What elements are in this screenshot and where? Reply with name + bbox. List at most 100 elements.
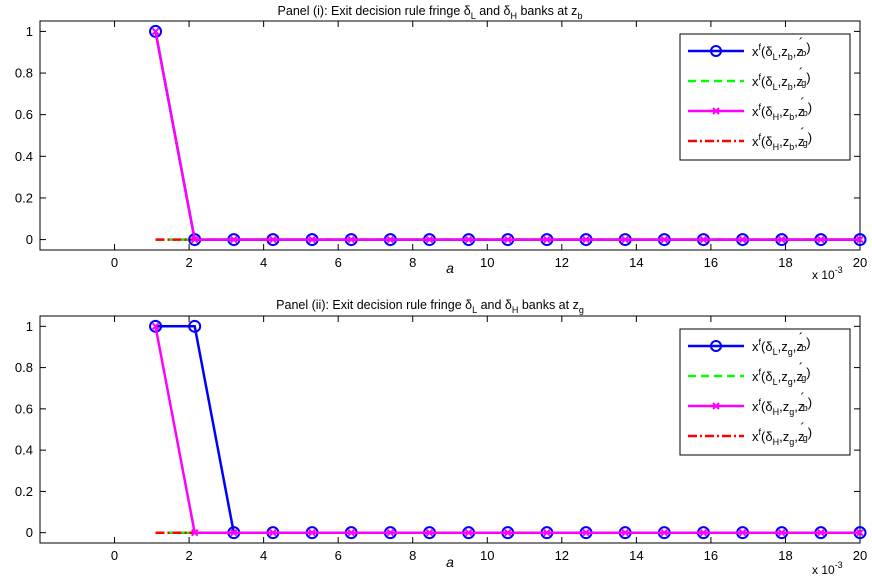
panel-ii: Panel (ii): Exit decision rule fringe δL… [15,298,867,577]
y-tick-label: 1 [26,319,33,334]
y-tick-label: 0 [26,232,33,247]
data-point [738,528,747,537]
y-tick-label: 0.4 [15,443,33,458]
legend-item: xf(δL,zb,z´ b) [688,35,811,62]
legend-label: xf(δL,zg,z´ b) [752,330,811,357]
data-point [817,235,825,244]
series-layer [149,319,867,540]
data-point [347,235,355,244]
x-tick-label: 0 [111,255,118,270]
legend-label: xf(δL,zb,z´ g) [752,65,811,92]
legend-item: xf(δL,zg,z´ b) [688,330,811,357]
data-point [151,322,160,331]
x-tick-label: 6 [335,255,342,270]
data-point [504,528,512,537]
data-point [699,528,708,537]
x-tick-label: 14 [629,255,643,270]
data-point [308,528,316,537]
x-tick-label: 10 [480,548,494,563]
x-tick-label: 14 [629,548,643,563]
data-point [582,528,590,537]
x-scale-label: x 10-3 [812,265,843,282]
x-axis-label: a [446,554,454,570]
y-tick-label: 1 [26,24,33,39]
y-tick-label: 0.8 [15,360,33,375]
data-point [308,235,316,244]
legend: xf(δL,zb,z´ b) xf(δL,zb,z´ g) xf(δH,zb,z´ b) x… [679,33,851,161]
y-tick-label: 0.8 [15,66,33,81]
legend-item: xf(δH,zb,z´ g) [688,125,812,152]
data-point [190,528,199,537]
x-tick-label: 16 [704,548,718,563]
data-point [386,528,395,537]
data-point [151,27,160,36]
x-scale-label: x 10-3 [812,560,843,577]
x-tick-label: 4 [260,548,267,563]
data-point [188,319,202,333]
legend-marker [712,107,720,115]
data-point [856,235,864,244]
legend-box [679,328,851,456]
data-point [856,528,864,537]
x-tick-label: 20 [853,548,867,563]
x-tick-label: 8 [409,255,416,270]
x-tick-label: 20 [853,255,867,270]
data-point [543,235,551,244]
legend-marker [712,402,720,410]
legend-item: xf(δH,zg,z´ b) [688,390,812,417]
data-point [504,235,512,244]
data-point [778,528,786,537]
legend-label: xf(δH,zg,z´ b) [752,390,812,417]
x-tick-label: 10 [480,255,494,270]
data-point [778,235,786,244]
data-point [817,528,825,537]
data-point [190,235,199,244]
data-point [464,528,473,537]
x-axis-label: a [446,260,454,276]
panel-title: Panel (i): Exit decision rule fringe δL … [278,4,583,21]
x-tick-label: 18 [778,255,792,270]
x-tick-label: 2 [185,548,192,563]
y-tick-label: 0.2 [15,484,33,499]
y-tick-label: 0.4 [15,149,33,164]
axis-ticks: 0 2 4 6 8 10 12 14 16 18 20 0 0.2 0.4 0.6 0.8 1 [15,316,867,563]
data-point [425,528,434,537]
y-tick-label: 0 [26,525,33,540]
x-tick-label: 18 [778,548,792,563]
data-point [582,235,590,244]
x-tick-label: 4 [260,255,267,270]
legend-marker [710,340,722,352]
data-point [347,528,355,537]
panel-title: Panel (ii): Exit decision rule fringe δL… [276,298,584,315]
data-point [621,528,629,537]
data-point [699,235,708,244]
data-point [660,235,669,244]
data-point [543,528,551,537]
data-point [738,235,747,244]
data-point [660,528,669,537]
data-point [269,235,277,244]
y-tick-label: 0.6 [15,401,33,416]
data-point [230,528,238,537]
legend-label: xf(δL,zb,z´ b) [752,35,811,62]
legend-box [679,33,851,161]
y-tick-label: 0.6 [15,107,33,122]
series-2 [151,27,864,244]
x-tick-label: 12 [555,548,569,563]
series-layer [149,24,867,247]
legend-label: xf(δH,zg,z´ g) [752,420,812,447]
legend-item: xf(δL,zb,z´ g) [688,65,811,92]
legend-item: xf(δL,zg,z´ g) [688,360,811,387]
data-point [269,528,277,537]
legend-label: xf(δH,zb,z´ b) [752,95,812,122]
data-point [425,235,434,244]
axis-ticks: 0 2 4 6 8 10 12 14 16 18 20 0 0.2 0.4 0.6 0.8 1 [15,21,867,270]
legend-label: xf(δH,zb,z´ g) [752,125,812,152]
legend-item: xf(δH,zb,z´ b) [688,95,812,122]
data-point [464,235,473,244]
x-tick-label: 12 [555,255,569,270]
legend: xf(δL,zg,z´ b) xf(δL,zg,z´ g) xf(δH,zg,z´ b) x… [679,328,851,456]
x-tick-label: 8 [409,548,416,563]
data-point [230,235,238,244]
